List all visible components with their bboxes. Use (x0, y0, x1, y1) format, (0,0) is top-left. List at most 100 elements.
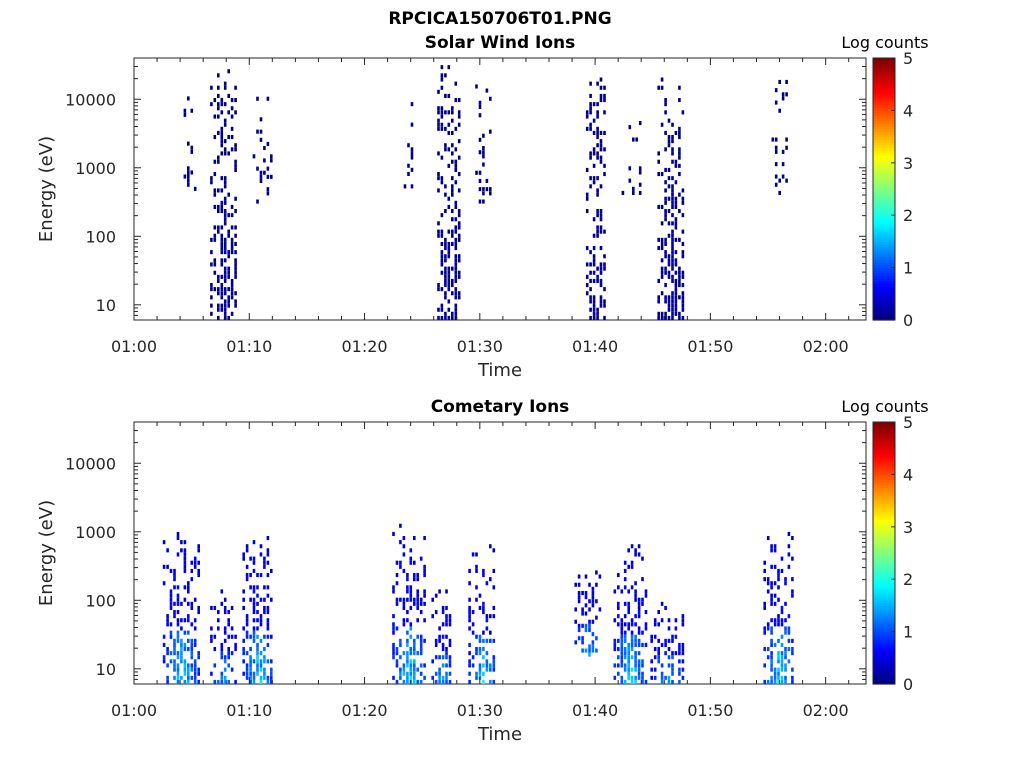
data-cell (667, 262, 671, 267)
data-cell (169, 622, 173, 627)
data-cell (774, 149, 778, 154)
data-cell (441, 675, 445, 680)
data-cell (637, 601, 641, 606)
data-cell (440, 303, 444, 308)
data-cell (620, 675, 624, 680)
data-cell (230, 287, 234, 292)
data-cell (577, 591, 581, 596)
data-cell (440, 106, 444, 111)
data-cell (162, 540, 166, 545)
data-cell (634, 622, 637, 627)
data-cell (220, 589, 224, 594)
data-cell (183, 112, 187, 117)
data-cell (166, 618, 169, 623)
data-cell (589, 307, 592, 312)
data-cell (409, 622, 413, 627)
data-cell (791, 638, 794, 643)
data-cell (637, 671, 641, 676)
data-cell (234, 274, 237, 279)
data-cell (674, 307, 678, 312)
data-cell (402, 667, 406, 672)
data-cell (230, 295, 234, 300)
data-cell (577, 623, 581, 628)
data-cell (190, 170, 194, 175)
data-cell (787, 614, 791, 619)
data-cell (259, 651, 263, 656)
data-cell (791, 647, 794, 652)
colorbar-band (873, 183, 895, 187)
colorbar-band (873, 288, 895, 292)
data-cell (227, 315, 230, 320)
data-cell (681, 110, 685, 115)
data-cell (592, 176, 596, 181)
data-cell (180, 651, 183, 656)
data-cell (678, 147, 681, 152)
colorbar-band (873, 173, 895, 177)
data-cell (457, 270, 461, 275)
data-cell (773, 671, 777, 676)
data-cell (187, 614, 190, 619)
data-cell (671, 311, 674, 316)
burst-0 (183, 96, 197, 191)
data-cell (217, 204, 220, 209)
data-cell (245, 548, 249, 553)
colorbar-band (873, 110, 895, 114)
data-cell (183, 552, 187, 557)
burst-5 (468, 544, 496, 684)
data-cell (485, 663, 489, 668)
data-cell (671, 151, 674, 156)
data-cell (620, 638, 624, 643)
data-cell (634, 589, 637, 594)
data-cell (671, 303, 674, 308)
data-cell (671, 651, 674, 656)
data-cell (213, 135, 217, 140)
data-cell (419, 634, 423, 639)
data-cell (193, 560, 197, 565)
data-cell (780, 618, 784, 623)
data-cell (230, 283, 234, 288)
data-cell (454, 126, 458, 131)
colorbar-band (873, 477, 895, 481)
data-cell (406, 679, 409, 684)
data-cell (468, 671, 471, 676)
data-cell (634, 597, 637, 602)
data-cell (162, 634, 166, 639)
colorbar-band (873, 521, 895, 525)
data-cell (613, 647, 617, 652)
data-cell (596, 278, 599, 283)
colorbar-band (873, 508, 895, 512)
data-cell (223, 675, 227, 680)
data-cell (183, 560, 187, 565)
data-cell (451, 241, 454, 246)
colorbar-band (873, 144, 895, 148)
data-cell (448, 679, 452, 684)
data-cell (475, 675, 478, 680)
data-cell (471, 655, 475, 660)
data-cell (245, 675, 249, 680)
data-cell (777, 573, 780, 578)
data-cell (678, 237, 681, 242)
data-cell (234, 258, 237, 263)
colorbar-band (873, 532, 895, 536)
data-cell (220, 675, 224, 680)
data-cell (457, 172, 461, 177)
data-cell (223, 118, 227, 123)
data-cell (674, 278, 678, 283)
colorbar-band (873, 126, 895, 130)
data-cell (637, 642, 641, 647)
data-cell (437, 283, 440, 288)
data-cell (457, 237, 461, 242)
data-cell (447, 246, 451, 251)
data-cell (482, 568, 485, 573)
data-cell (423, 536, 426, 541)
data-cell (266, 174, 270, 179)
data-cell (183, 597, 187, 602)
data-cell (478, 638, 482, 643)
data-cell (399, 560, 402, 565)
data-cell (787, 630, 791, 635)
data-cell (223, 209, 227, 214)
data-cell (664, 299, 667, 304)
data-cell (634, 663, 637, 668)
data-cell (671, 299, 674, 304)
